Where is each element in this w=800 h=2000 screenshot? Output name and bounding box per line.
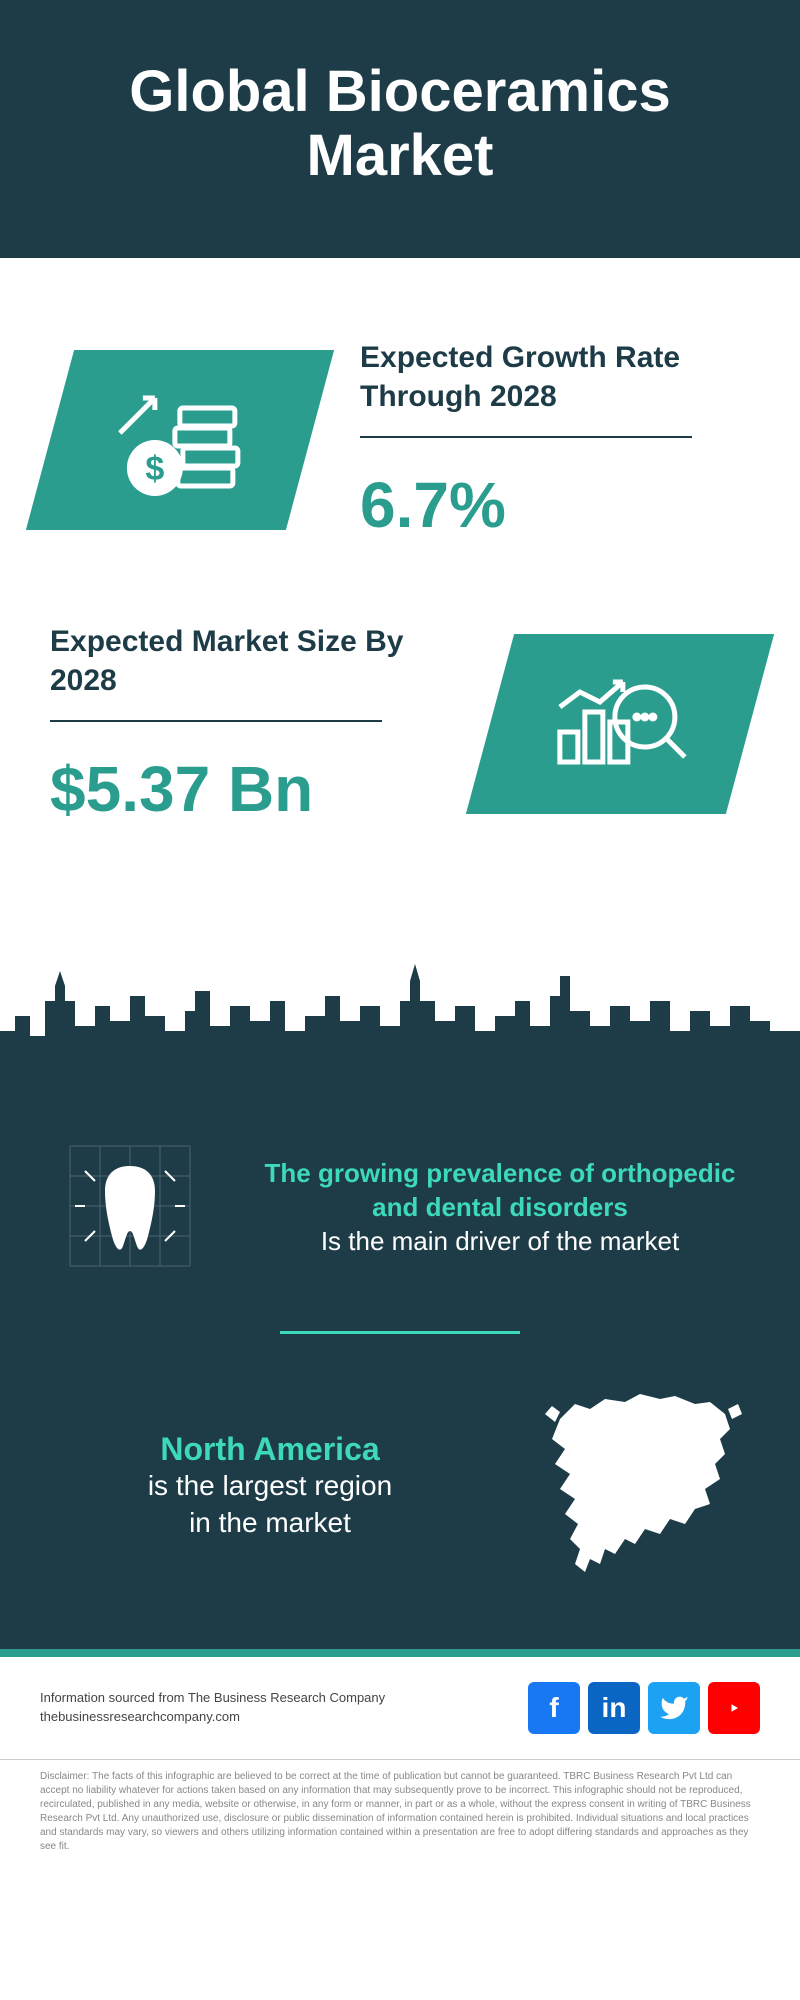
youtube-icon[interactable] (708, 1682, 760, 1734)
dark-section: The growing prevalence of orthopedic and… (0, 1076, 800, 1649)
tooth-icon (50, 1126, 210, 1291)
driver-highlight: The growing prevalence of orthopedic and… (250, 1157, 750, 1225)
region-row: North America is the largest region in t… (50, 1384, 750, 1589)
footer-text: Information sourced from The Business Re… (40, 1689, 385, 1725)
market-text: Expected Market Size By 2028 $5.37 Bn (50, 622, 440, 826)
growth-icon-container: $ (26, 350, 334, 530)
growth-label: Expected Growth Rate Through 2028 (360, 338, 750, 416)
svg-text:$: $ (146, 449, 165, 487)
stats-section: $ Expected Growth Rate Through 2028 6.7%… (0, 278, 800, 946)
market-value: $5.37 Bn (50, 752, 440, 826)
twitter-icon[interactable] (648, 1682, 700, 1734)
driver-text: The growing prevalence of orthopedic and… (250, 1157, 750, 1258)
url-line: thebusinessresearchcompany.com (40, 1708, 385, 1726)
region-text: North America is the largest region in t… (50, 1431, 490, 1541)
driver-row: The growing prevalence of orthopedic and… (50, 1126, 750, 1291)
stat-growth-row: $ Expected Growth Rate Through 2028 6.7% (50, 338, 750, 542)
market-label: Expected Market Size By 2028 (50, 622, 440, 700)
source-line: Information sourced from The Business Re… (40, 1689, 385, 1707)
market-icon-container (466, 634, 774, 814)
bottom-accent (0, 1649, 800, 1657)
region-sub-1: is the largest region (50, 1468, 490, 1504)
stat-market-row: Expected Market Size By 2028 $5.37 Bn (50, 622, 750, 826)
north-america-map-icon (530, 1384, 750, 1589)
region-highlight: North America (50, 1431, 490, 1468)
chart-analysis-icon (545, 656, 695, 791)
region-sub-2: in the market (50, 1505, 490, 1541)
separator (280, 1331, 520, 1334)
page-title: Global Bioceramics Market (40, 60, 760, 188)
driver-sub: Is the main driver of the market (250, 1225, 750, 1259)
growth-text: Expected Growth Rate Through 2028 6.7% (360, 338, 750, 542)
growth-value: 6.7% (360, 468, 750, 542)
divider (50, 720, 382, 722)
divider (360, 436, 692, 438)
social-icons: f in (528, 1682, 760, 1734)
header: Global Bioceramics Market (0, 0, 800, 258)
money-growth-icon: $ (105, 372, 255, 507)
skyline-graphic (0, 946, 800, 1076)
disclaimer: Disclaimer: The facts of this infographi… (0, 1759, 800, 1884)
linkedin-icon[interactable]: in (588, 1682, 640, 1734)
facebook-icon[interactable]: f (528, 1682, 580, 1734)
footer: Information sourced from The Business Re… (0, 1657, 800, 1754)
